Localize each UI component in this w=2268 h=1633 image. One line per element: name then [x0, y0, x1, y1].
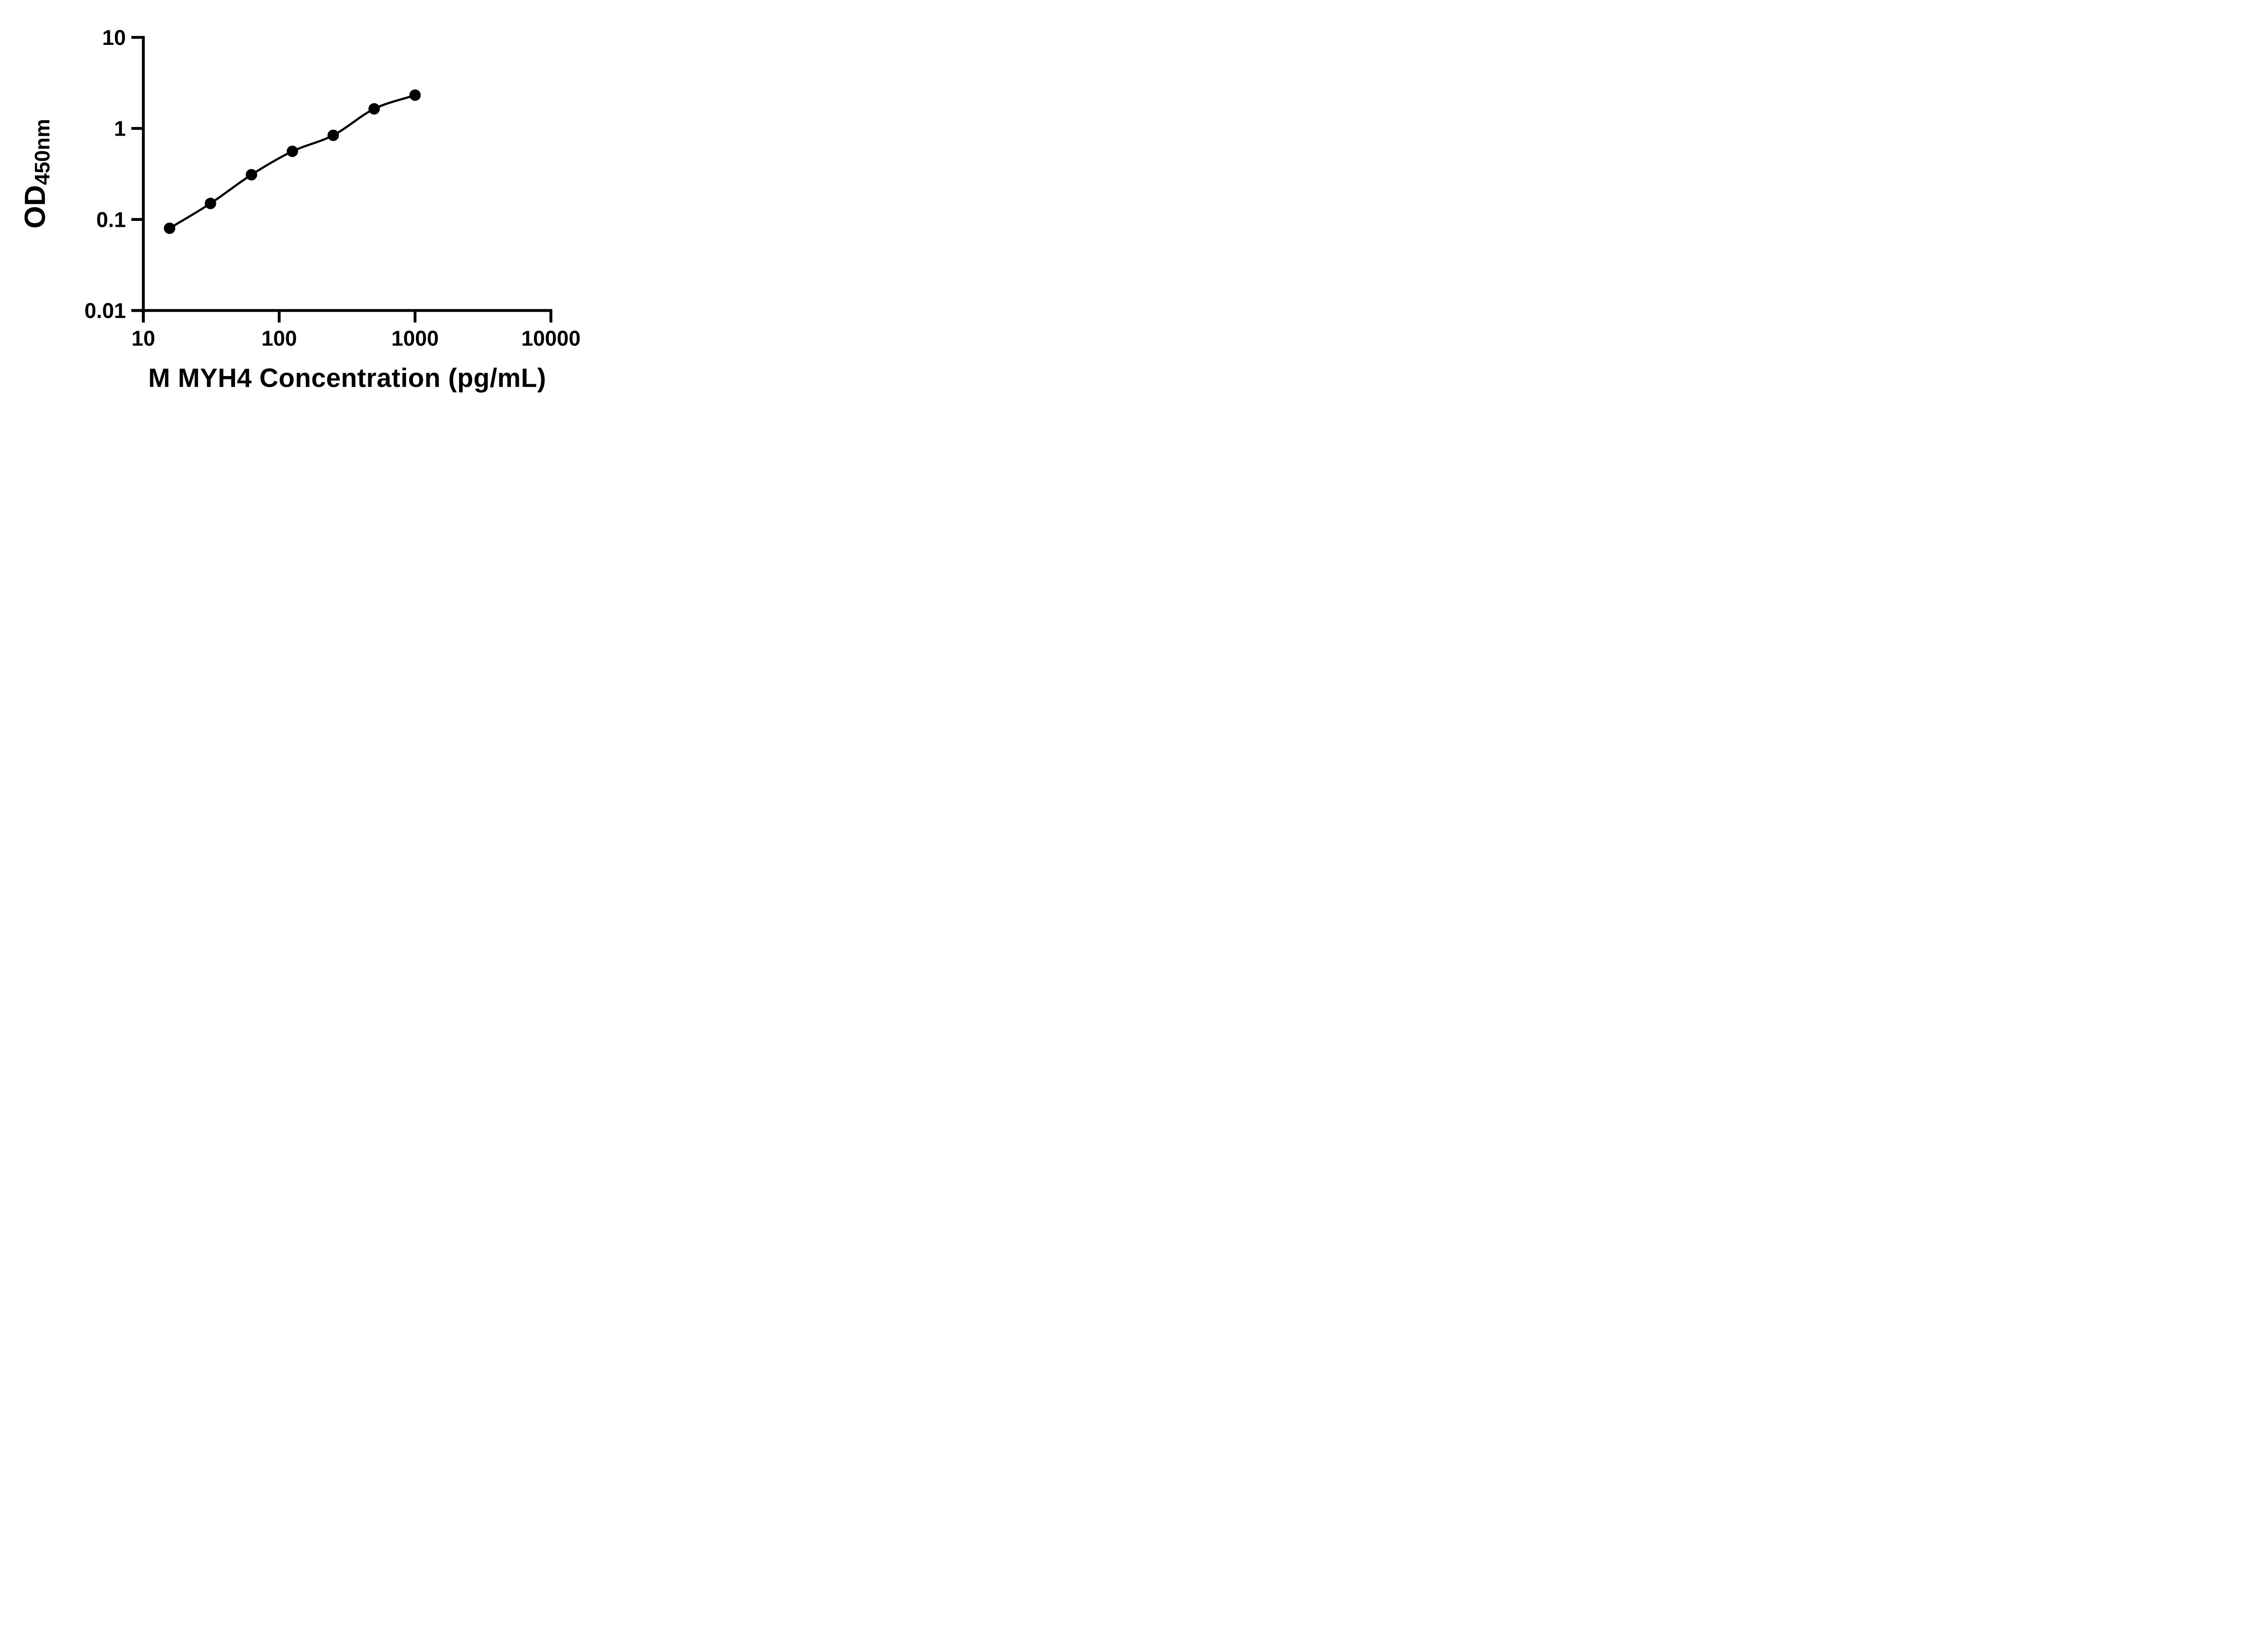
data-point	[245, 169, 257, 181]
x-tick-label: 10	[132, 326, 155, 350]
data-point	[286, 146, 298, 157]
data-point	[164, 222, 176, 234]
y-tick-label: 10	[102, 25, 126, 49]
y-tick-label: 1	[114, 117, 126, 141]
y-tick-label: 0.01	[84, 298, 126, 323]
data-point	[409, 89, 421, 101]
elisa-standard-curve-figure: 10 1 0.1 0.01 10 100 1000 10000 OD450nm M MYH4 …	[0, 0, 614, 408]
standard-curve-line	[169, 94, 415, 230]
x-axis-title: M MYH4 Concentration (pg/mL)	[148, 363, 547, 393]
data-point	[368, 103, 380, 115]
data-point	[327, 129, 339, 141]
data-point	[205, 197, 216, 210]
y-axis-title: OD450nm	[19, 119, 54, 229]
x-tick-label: 100	[261, 326, 297, 350]
x-tick-label: 1000	[391, 326, 439, 350]
x-tick-label: 10000	[521, 326, 581, 350]
y-axis-title-subscript: 450nm	[30, 119, 54, 185]
y-tick-label: 0.1	[96, 207, 126, 231]
y-axis-title-base: OD	[19, 185, 51, 229]
